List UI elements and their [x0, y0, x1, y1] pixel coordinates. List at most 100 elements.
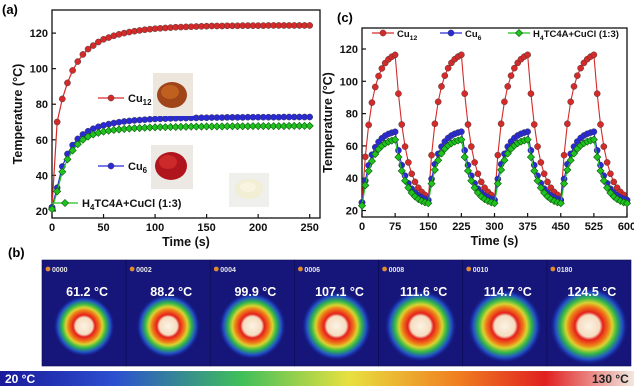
frame-id-label: 0000 [52, 267, 68, 274]
data-point [404, 183, 413, 192]
data-point [603, 159, 611, 166]
data-point [434, 156, 443, 165]
data-point [357, 201, 367, 210]
frame-marker-icon [382, 266, 387, 272]
data-point [474, 170, 482, 178]
data-point [306, 113, 313, 121]
data-point [391, 135, 400, 144]
data-point [79, 51, 87, 58]
data-point [368, 99, 376, 106]
chart-c-x-tick-label: 525 [585, 221, 603, 233]
data-point [600, 143, 608, 150]
frame-temperature-label: 88.2 °C [150, 285, 192, 299]
data-point [365, 121, 372, 129]
data-point [596, 166, 605, 175]
chart-a-y-tick-label: 120 [30, 28, 48, 40]
chart-a-y-tick-label: 40 [36, 170, 48, 182]
data-point [507, 72, 515, 79]
data-point [463, 166, 473, 175]
data-point [95, 38, 102, 46]
frame-temperature-label: 99.9 °C [234, 285, 276, 299]
data-point [461, 90, 468, 97]
legend-label: Cu6 [128, 161, 148, 175]
data-point [560, 179, 569, 188]
data-point [391, 128, 399, 136]
data-point [367, 157, 376, 166]
data-point [458, 51, 465, 59]
data-point [524, 128, 531, 136]
chart-a: 0 50 100 150 200 250 20 40 60 80 100 120 Time (s) Tem… [11, 9, 321, 249]
thermal-frame: 0008 111.6 °C [378, 259, 464, 367]
legend-entry: Cu6 [98, 161, 148, 175]
frame-temperature-label: 124.5 °C [568, 285, 617, 299]
legend-marker [107, 162, 115, 170]
chart-c: 0 75 150 225 300 375 450 525 600 20 40 60 80 100 120 Ti… [321, 27, 634, 248]
data-point [497, 120, 505, 128]
legend-marker [107, 94, 115, 102]
data-point [544, 178, 551, 186]
frame-marker-icon [213, 266, 219, 272]
data-point [361, 181, 370, 190]
data-point [533, 176, 542, 185]
frame-temperature-label: 61.2 °C [66, 285, 108, 299]
thermal-frame: 0010 114.7 °C [462, 259, 548, 367]
chart-c-y-axis-label: Temperature (°C) [321, 72, 335, 173]
data-point [401, 143, 409, 150]
legend-label: H4TC4A+CuCl (1:3) [533, 29, 619, 42]
data-point [593, 90, 601, 97]
thermal-hotspot [136, 293, 201, 359]
chart-a-y-tick-label: 100 [30, 64, 48, 76]
chart-c-y-tick-label: 80 [346, 109, 358, 121]
legend-entry: Cu12 [98, 93, 152, 107]
data-point [398, 121, 406, 128]
chart-c-x-tick-label: 0 [359, 221, 365, 233]
frame-id-label: 0010 [473, 267, 489, 274]
series-cu6 [48, 113, 313, 211]
data-point [395, 90, 402, 97]
data-point [497, 165, 506, 174]
data-point [405, 159, 412, 166]
frame-marker-icon [129, 266, 135, 272]
legend-entry: H4TC4A+CuCl (1:3) [508, 28, 619, 42]
data-point [394, 153, 403, 162]
frame-id-label: 0002 [136, 267, 152, 274]
data-point [73, 140, 82, 149]
series-cu12 [48, 22, 313, 211]
data-point [501, 98, 508, 106]
data-point [438, 83, 445, 90]
data-point [457, 135, 466, 144]
chart-c-x-tick-label: 600 [618, 221, 634, 233]
legend-marker [514, 28, 524, 38]
data-point [540, 170, 548, 178]
data-point [458, 128, 465, 136]
thermal-frame: 0000 61.2 °C [41, 259, 127, 367]
data-point [567, 98, 574, 106]
data-point [563, 165, 572, 174]
data-point [58, 167, 67, 176]
chart-c-x-tick-label: 450 [552, 221, 570, 233]
chart-c-x-tick-label: 300 [485, 221, 503, 233]
chart-c-x-tick-label: 150 [419, 221, 437, 233]
data-point [589, 135, 598, 144]
data-point [534, 143, 541, 150]
data-point [471, 159, 478, 166]
data-point [434, 98, 442, 106]
data-point [599, 176, 608, 185]
data-point [408, 170, 415, 178]
legend-label: Cu12 [397, 29, 417, 42]
data-point [564, 120, 571, 128]
frame-marker-icon [550, 266, 556, 272]
data-point [444, 64, 452, 72]
thermal-frame: 0006 107.1 °C [294, 259, 379, 367]
data-point [464, 121, 472, 128]
photo-h4tc4a [229, 173, 269, 207]
thermal-image-strip: 0000 61.2 °C 0002 88.2 °C 0004 99.9 °C 0006 107… [41, 259, 632, 367]
data-point [622, 199, 632, 208]
data-point [306, 22, 313, 29]
data-point [460, 153, 469, 162]
data-point [560, 151, 568, 159]
panel-label-b: (b) [8, 245, 25, 260]
data-point [566, 156, 575, 165]
thermal-frame: 0002 88.2 °C [125, 259, 211, 367]
data-point [503, 149, 512, 158]
